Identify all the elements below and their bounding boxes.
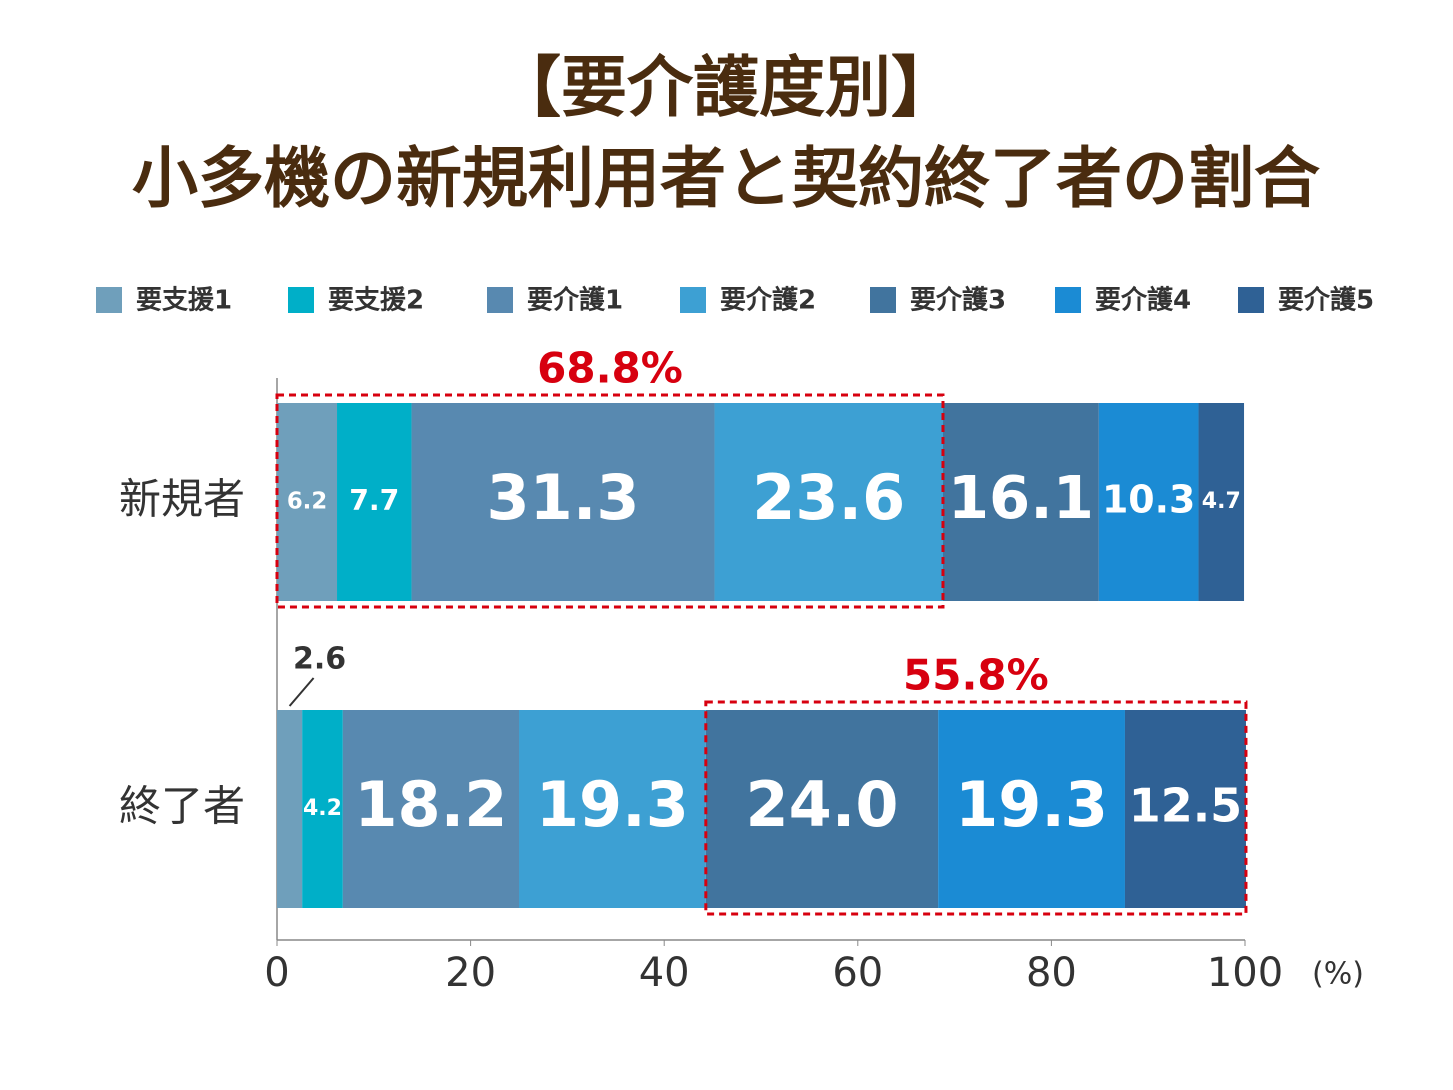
legend-label: 要介護2 (720, 285, 816, 316)
legend-swatch (1238, 287, 1264, 313)
x-tick-label: 20 (445, 950, 496, 996)
bar-segment (411, 403, 715, 601)
value-label: 18.2 (354, 768, 507, 841)
value-label: 24.0 (745, 768, 898, 841)
bar-segment (1124, 710, 1246, 908)
legend-label: 要介護1 (527, 285, 623, 316)
value-label: 6.2 (287, 489, 327, 515)
legend-label: 要介護4 (1095, 285, 1191, 316)
legend-swatch (1055, 287, 1081, 313)
value-label: 19.3 (955, 768, 1108, 841)
legend-swatch (680, 287, 706, 313)
value-label: 12.5 (1129, 779, 1242, 833)
legend-label: 要支援2 (328, 286, 424, 316)
x-tick-label: 0 (264, 950, 289, 996)
value-label: 7.7 (349, 484, 399, 517)
legend-label: 要介護5 (1278, 285, 1374, 316)
legend-swatch (96, 287, 122, 313)
value-label: 10.3 (1102, 478, 1195, 522)
x-axis-label: (%) (1312, 957, 1364, 992)
value-label: 31.3 (487, 461, 640, 534)
x-tick-label: 100 (1207, 950, 1283, 996)
bar-segment (277, 710, 303, 908)
bar-segment (938, 710, 1125, 908)
value-label: 23.6 (752, 461, 905, 534)
value-label: 4.2 (303, 796, 342, 821)
x-tick-label: 40 (639, 950, 690, 996)
bar-segment (277, 403, 338, 601)
bar-segment (942, 403, 1099, 601)
annotation: 55.8% (903, 651, 1049, 700)
chart-title: 【要介護度別】 (495, 49, 957, 126)
bar-segment (1098, 403, 1199, 601)
bar-segment (302, 710, 343, 908)
value-label: 4.7 (1202, 489, 1241, 514)
legend-swatch (288, 287, 314, 313)
x-tick-label: 80 (1026, 950, 1077, 996)
annotation: 68.8% (537, 344, 683, 393)
highlight-box (275, 393, 945, 609)
bar-segment (337, 403, 412, 601)
legend-label: 要介護3 (910, 285, 1006, 316)
bar-segment (342, 710, 519, 908)
value-label: 16.1 (948, 463, 1094, 532)
legend-swatch (487, 287, 513, 313)
value-label: 19.3 (536, 768, 689, 841)
category-label: 終了者 (119, 782, 245, 831)
x-tick-label: 60 (832, 950, 883, 996)
bar-segment (1198, 403, 1245, 601)
leader-line (288, 677, 315, 707)
value-label: 2.6 (293, 642, 346, 677)
bar-segment (714, 403, 943, 601)
chart-title: 小多機の新規利用者と契約終了者の割合 (132, 140, 1320, 217)
legend-label: 要支援1 (136, 286, 232, 316)
category-label: 新規者 (119, 475, 245, 524)
bar-segment (519, 710, 706, 908)
highlight-box (704, 700, 1248, 916)
bar-segment (705, 710, 939, 908)
legend-swatch (870, 287, 896, 313)
